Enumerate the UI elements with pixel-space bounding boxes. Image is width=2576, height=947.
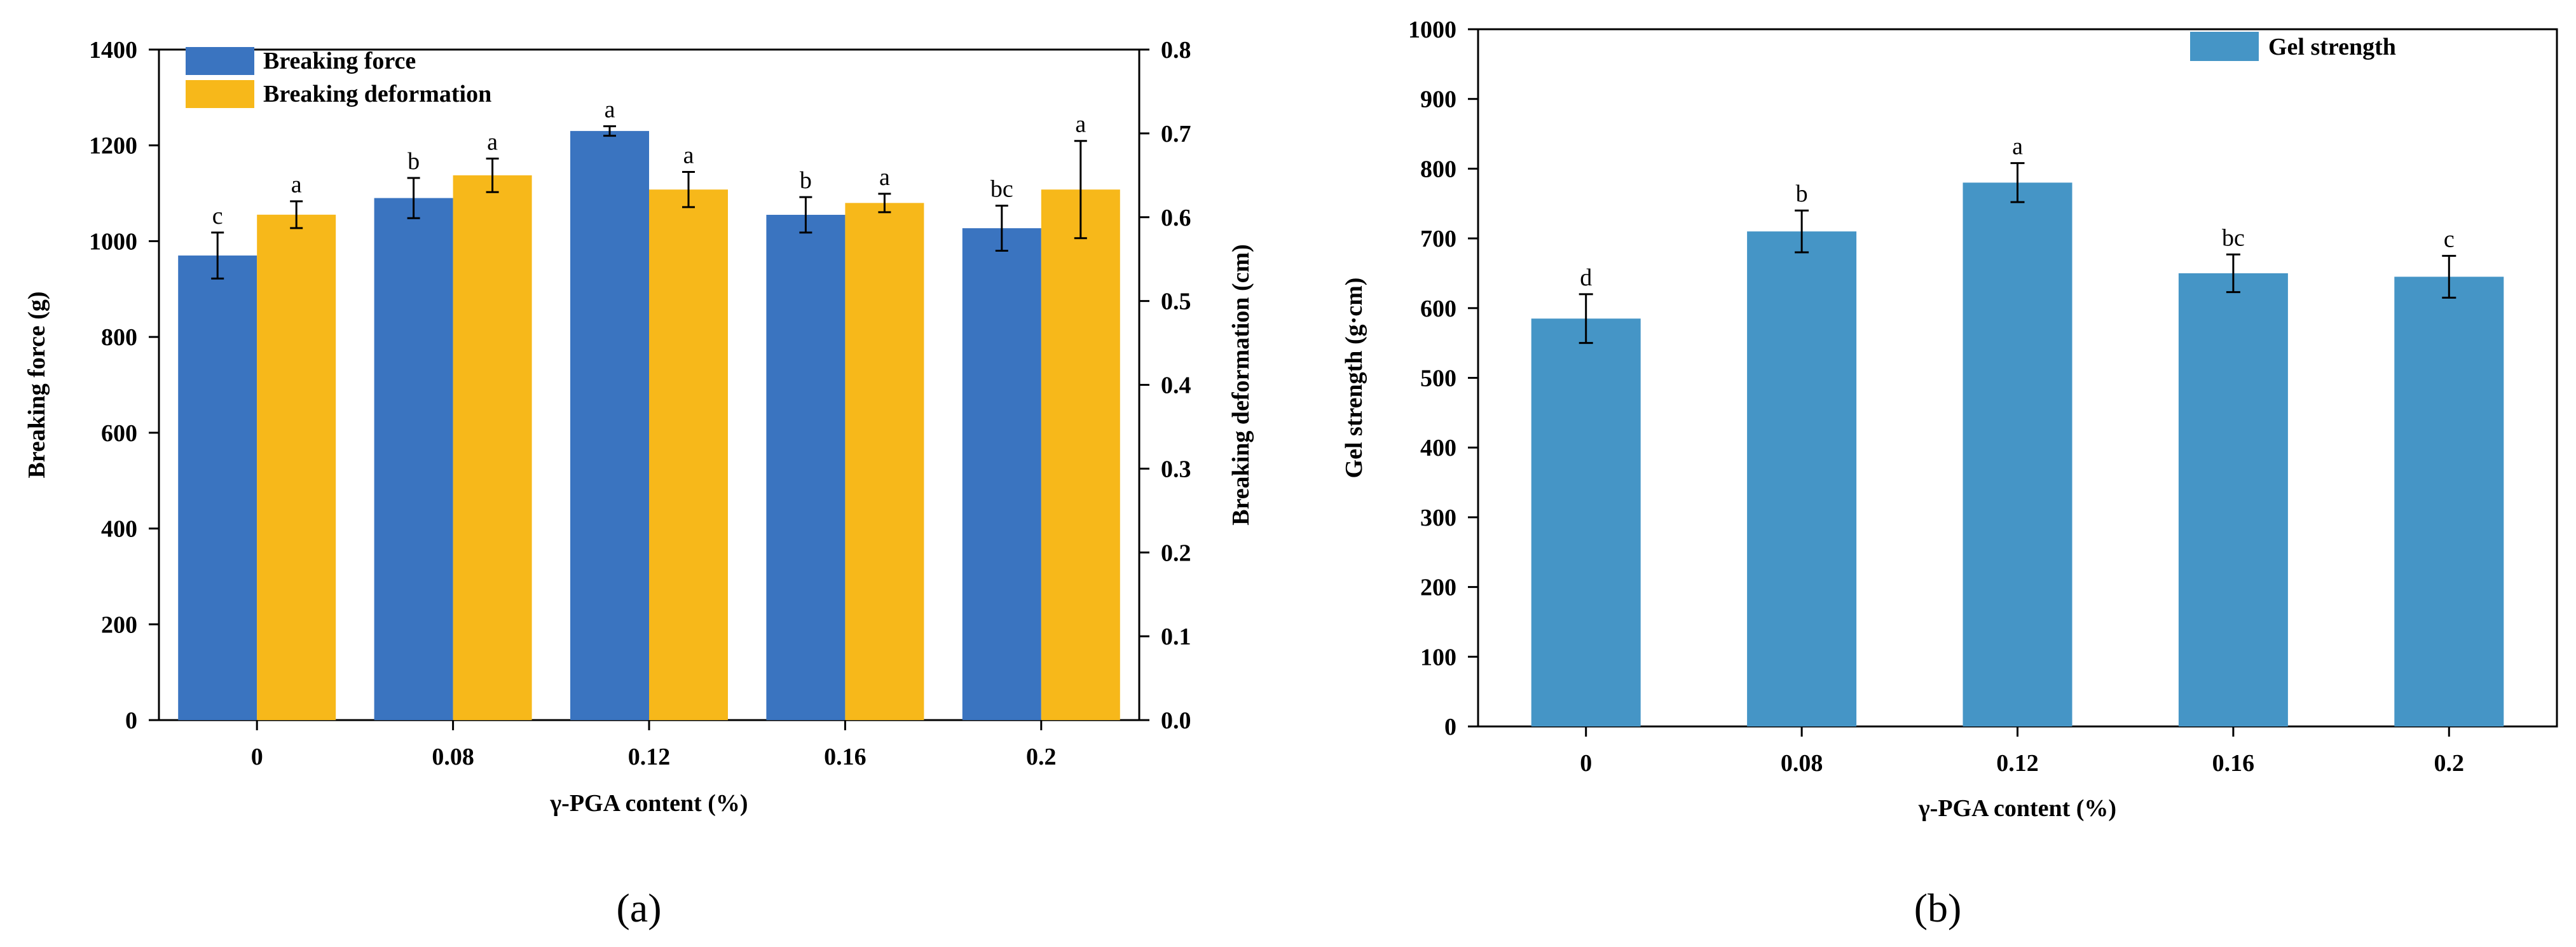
panel-b-bar-gel-strength [1963, 182, 2072, 727]
panel-a-right-tick-label: 0.1 [1161, 623, 1191, 650]
panel-a-legend-label: Breaking deformation [263, 81, 491, 107]
panel-b-y-tick-label: 1000 [1408, 17, 1456, 43]
panel-a-x-tick-label: 0.2 [1026, 744, 1057, 770]
panel-a-bar-breaking-force [962, 228, 1041, 720]
panel-a-x-tick-label: 0 [251, 744, 263, 770]
panel-a-y-tick-label: 1000 [89, 228, 137, 255]
panel-a-y-tick-label: 1400 [89, 37, 137, 64]
panel-a-legend-label: Breaking force [263, 48, 416, 74]
panel-a-bar-breaking-force [570, 131, 649, 720]
panel-a-y-tick-label: 200 [101, 611, 137, 638]
panel-b-y-tick-label: 600 [1420, 296, 1456, 322]
panel-b-x-tick-label: 0 [1580, 750, 1592, 777]
panel-a-legend-swatch [186, 80, 254, 108]
panel-b-x-tick-label: 0.16 [2212, 750, 2255, 777]
panel-a-significance-letter: bc [990, 176, 1013, 203]
panel-b-y-tick-label: 0 [1444, 714, 1456, 740]
panel-a-significance-letter: a [879, 164, 890, 191]
panel-a-right-tick-label: 0.5 [1161, 289, 1191, 315]
panel-a-bar-breaking-deformation [257, 214, 336, 720]
panel-b-y-tick-label: 500 [1420, 365, 1456, 392]
panel-b-bar-gel-strength [2178, 273, 2288, 726]
panel-b-chart: 0 100 200 300 400 500 600 700 800 900 1000 0 0.08 0.1… [1341, 17, 2558, 930]
panel-a-bar-breaking-deformation [1041, 189, 1120, 720]
panel-a-y-tick-label: 0 [125, 707, 137, 734]
panel-a-right-tick-label: 0.7 [1161, 121, 1191, 147]
panel-b-legend: Gel strength [2190, 32, 2396, 61]
panel-a-x-tick-label: 0.16 [824, 744, 867, 770]
panel-b-legend-swatch [2190, 32, 2259, 61]
panel-b-significance-letter: d [1580, 264, 1592, 291]
panel-b-y-tick-label: 400 [1420, 435, 1456, 461]
panel-b-label: (b) [1914, 885, 1962, 930]
panel-b-bar-gel-strength [1747, 231, 1857, 726]
panel-a-y-tick-label: 800 [101, 324, 137, 351]
panel-a-significance-letter: b [408, 148, 420, 175]
panel-a-significance-letter: a [605, 97, 615, 123]
panel-b-y-tick-label: 200 [1420, 575, 1456, 601]
panel-a-y-axis-title: Breaking force (g) [24, 291, 50, 478]
panel-a-chart: 0 200 400 600 800 1000 1200 1400 0.0 0.1 0.2 0.3 0.4… [24, 37, 1254, 930]
panel-b-bar-gel-strength [1531, 318, 1641, 726]
panel-b-y-axis-title: Gel strength (g·cm) [1341, 278, 1367, 479]
panel-a-right-tick-label: 0.3 [1161, 456, 1191, 482]
panel-a-bar-breaking-deformation [453, 175, 532, 720]
panel-a-significance-letter: c [212, 203, 223, 229]
panel-b-x-axis-title: γ-PGA content (%) [1918, 795, 2116, 822]
panel-a-legend-swatch [186, 47, 254, 75]
panel-a-bar-breaking-force [374, 198, 453, 720]
panel-a-right-tick-label: 0.6 [1161, 205, 1191, 231]
panel-a-x-axis-title: γ-PGA content (%) [549, 790, 748, 817]
panel-a-bar-breaking-deformation [845, 203, 924, 720]
panel-a-significance-letter: b [800, 167, 812, 194]
panel-a-significance-letter: a [291, 172, 302, 198]
panel-a-significance-letter: a [683, 142, 694, 169]
panel-a-right-tick-label: 0.2 [1161, 540, 1191, 566]
panel-b-y-tick-label: 300 [1420, 505, 1456, 531]
panel-a-right-tick-label: 0.4 [1161, 372, 1191, 399]
panel-a-bar-breaking-deformation [649, 189, 728, 720]
panel-a-right-tick-label: 0.0 [1161, 707, 1191, 734]
panel-a-right-axis-title: Breaking deformation (cm) [1228, 244, 1254, 526]
panel-a-bar-breaking-force [178, 255, 257, 720]
panel-b-x-tick-label: 0.2 [2434, 750, 2465, 777]
panel-a-right-tick-label: 0.8 [1161, 37, 1191, 64]
panel-b-significance-letter: c [2444, 226, 2455, 253]
panel-b-x-tick-label: 0.08 [1781, 750, 1823, 777]
panel-b-significance-letter: bc [2222, 224, 2245, 251]
panel-a-significance-letter: a [1075, 111, 1086, 138]
panel-b-legend-label: Gel strength [2268, 34, 2396, 60]
panel-a-legend: Breaking force Breaking deformation [186, 47, 491, 108]
panel-b-x-tick-label: 0.12 [1996, 750, 2039, 777]
panel-b-significance-letter: b [1796, 181, 1808, 207]
panel-a-y-tick-label: 1200 [89, 133, 137, 160]
panel-a-x-tick-label: 0.08 [432, 744, 474, 770]
panel-a-label: (a) [616, 885, 661, 930]
panel-b-significance-letter: a [2012, 133, 2023, 160]
panel-b-y-tick-label: 700 [1420, 226, 1456, 252]
panel-b-y-tick-label: 900 [1420, 86, 1456, 113]
panel-b-bar-gel-strength [2394, 276, 2504, 726]
panel-a-bar-breaking-force [766, 214, 846, 720]
panel-a-y-tick-label: 600 [101, 420, 137, 447]
panel-a-x-tick-label: 0.12 [628, 744, 671, 770]
panel-b-y-tick-label: 100 [1420, 644, 1456, 671]
panel-a-significance-letter: a [487, 128, 498, 155]
panel-a-y-tick-label: 400 [101, 516, 137, 543]
panel-b-y-tick-label: 800 [1420, 156, 1456, 182]
